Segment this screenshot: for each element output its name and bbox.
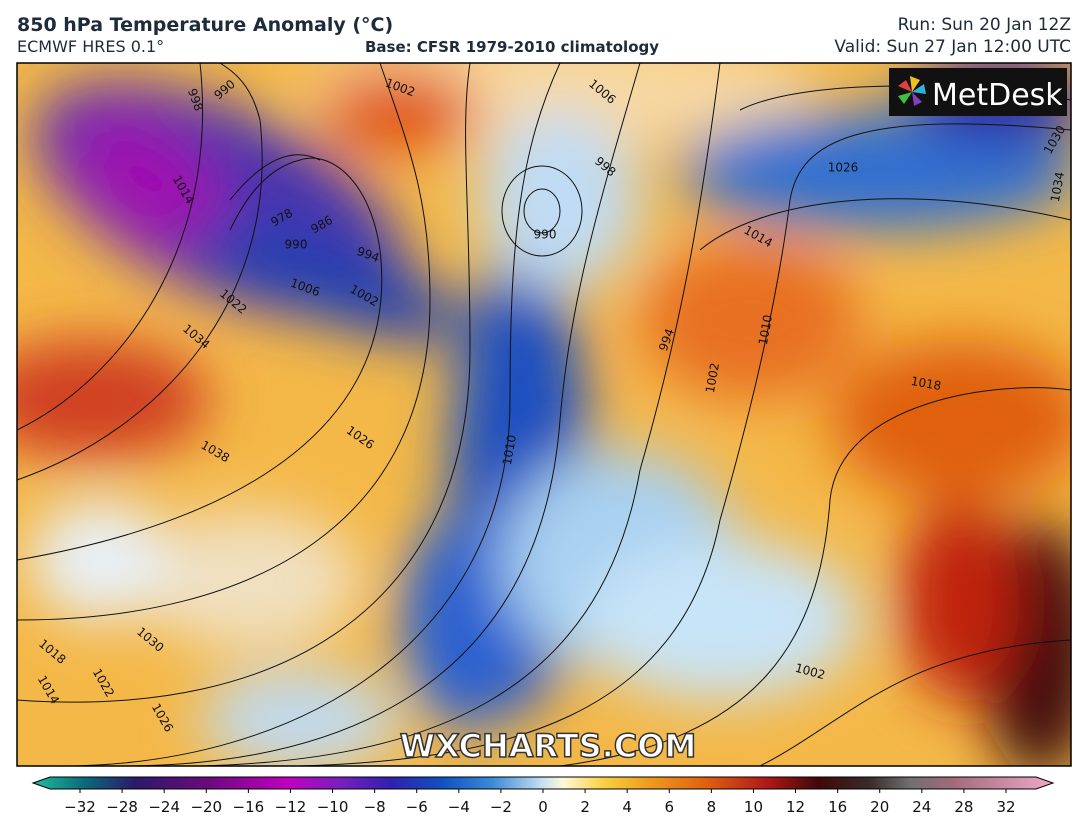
colorbar-label: −8 [364, 798, 386, 816]
colorbar-label: 10 [744, 798, 763, 816]
isobar-label: 1010 [500, 434, 519, 467]
model: ECMWF HRES 0.1° [17, 37, 165, 56]
colorbar-label: −16 [233, 798, 265, 816]
colorbar-label: −4 [448, 798, 470, 816]
colorbar-label: −28 [106, 798, 138, 816]
anomaly-field [17, 63, 1071, 766]
colorbar-label: 20 [870, 798, 889, 816]
colorbar-label: 0 [538, 798, 548, 816]
colorbar-label: 32 [996, 798, 1015, 816]
colorbar-label: −2 [490, 798, 512, 816]
colorbar-label: −10 [317, 798, 349, 816]
colorbar-label: −12 [275, 798, 307, 816]
isobar-label: 1018 [910, 374, 943, 393]
base: Base: CFSR 1979-2010 climatology [365, 38, 660, 56]
isobar-label: 990 [534, 228, 557, 242]
colorbar-label: −24 [148, 798, 180, 816]
colorbar-label: 8 [707, 798, 717, 816]
colorbar-label: −32 [64, 798, 96, 816]
colorbar-label: 24 [912, 798, 931, 816]
colorbar-ticks: −32 −28 −24 −20 −16 −12 −10 −8 −6 −4 −2 0 2 4 6 8 10 12 16… [64, 789, 1016, 816]
colorbar-label: −6 [406, 798, 428, 816]
map-frame [16, 62, 1072, 767]
colorbar-label: 12 [786, 798, 805, 816]
isobars [17, 63, 1071, 766]
colorbar-label: 16 [828, 798, 847, 816]
colorbar-label: −20 [190, 798, 222, 816]
logo-text: MetDesk [932, 78, 1063, 113]
isobar-label: 1010 [756, 314, 775, 347]
run: Run: Sun 20 Jan 12Z [897, 15, 1071, 35]
logo-icon [898, 76, 926, 106]
colorbar [31, 776, 1055, 790]
valid: Valid: Sun 27 Jan 12:00 UTC [834, 37, 1071, 57]
isobar-label: 1034 [1048, 171, 1067, 204]
isobar-label: 1002 [703, 362, 722, 395]
colorbar-label: 6 [664, 798, 674, 816]
title: 850 hPa Temperature Anomaly (°C) [17, 14, 394, 36]
watermark: WXCHARTS.COM [400, 727, 697, 765]
colorbar-label: 2 [580, 798, 590, 816]
colorbar-label: 4 [622, 798, 632, 816]
colorbar-label: 28 [954, 798, 973, 816]
isobar-label: 1026 [828, 161, 859, 175]
isobar-label: 990 [285, 238, 308, 252]
